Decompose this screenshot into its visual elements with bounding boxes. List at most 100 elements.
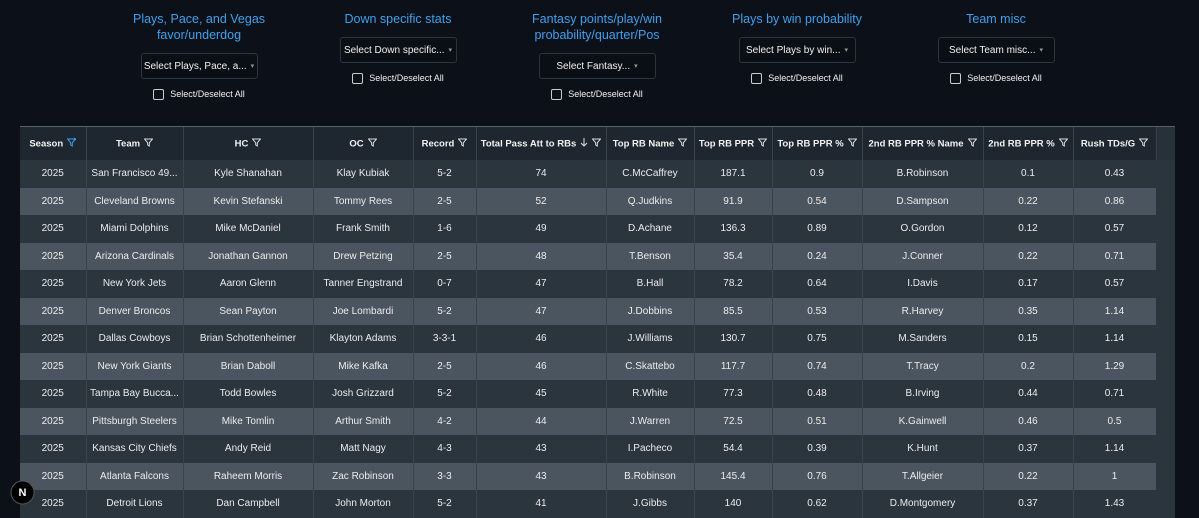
- column-title: Record: [421, 138, 455, 150]
- table-cell: Klay Kubiak: [313, 160, 414, 188]
- table-cell: B.Hall: [606, 270, 695, 298]
- select-all-checkbox[interactable]: Select/Deselect All: [751, 71, 843, 85]
- data-table: Season Team HC OC Record Total Pass Att to RB…: [20, 126, 1175, 518]
- column-title: OC: [349, 138, 364, 150]
- table-cell: M.Sanders: [862, 325, 984, 353]
- column-title: Season: [29, 138, 64, 150]
- table-cell: J.Gibbs: [606, 490, 695, 518]
- select-label: Select Plays by win...: [746, 44, 841, 56]
- filter-select[interactable]: Select Down specific... ▾: [339, 37, 457, 63]
- table-cell: T.Benson: [606, 242, 695, 270]
- table-cell: R.White: [606, 380, 695, 408]
- table-cell: Klayton Adams: [313, 325, 414, 353]
- table-cell: K.Gainwell: [862, 407, 984, 435]
- table-row: 2025 Atlanta Falcons Raheem Morris Zac Robi…: [20, 462, 1157, 490]
- table-cell: 0.86: [1073, 187, 1157, 215]
- select-caret: ▾: [448, 47, 453, 54]
- table-cell: 2025: [20, 242, 87, 270]
- checkbox[interactable]: [751, 72, 763, 84]
- filter-icon[interactable]: [966, 138, 978, 150]
- filter-title: Down specific stats: [344, 12, 452, 26]
- table-row: 2025 Tampa Bay Bucca... Todd Bowles Josh Gr…: [20, 380, 1157, 408]
- table-cell: Frank Smith: [313, 215, 414, 243]
- filter-icon[interactable]: [251, 138, 262, 150]
- column-header: Total Pass Att to RBs: [476, 127, 607, 160]
- table-cell: R.Harvey: [862, 297, 984, 325]
- table-cell: Sean Payton: [183, 297, 314, 325]
- select-all-checkbox[interactable]: Select/Deselect All: [551, 87, 643, 101]
- column-header: Top RB PPR: [694, 127, 773, 160]
- table-cell: J.Conner: [862, 242, 984, 270]
- table-cell: 0.71: [1073, 242, 1157, 270]
- table-cell: 1.14: [1073, 325, 1157, 353]
- filter-icon[interactable]: [143, 138, 154, 150]
- table-cell: 0.48: [772, 380, 863, 408]
- table-cell: 0.75: [772, 325, 863, 353]
- column-title: Top RB PPR %: [777, 138, 844, 150]
- scrollbar-track: [1156, 160, 1175, 518]
- table-cell: 145.4: [694, 462, 773, 490]
- filter-group: Plays, Pace, and Vegas favor/underdog Sel…: [99, 0, 299, 101]
- filter-select[interactable]: Select Plays by win... ▾: [738, 37, 856, 63]
- table-cell: 2025: [20, 215, 87, 243]
- table-cell: 41: [476, 490, 607, 518]
- table-cell: 0.51: [772, 407, 863, 435]
- table-row: 2025 Dallas Cowboys Brian Schottenheimer Kl…: [20, 325, 1157, 353]
- table-cell: 0.76: [772, 462, 863, 490]
- table-cell: New York Jets: [86, 270, 184, 298]
- filter-icon[interactable]: [1058, 138, 1069, 150]
- filter-group: Plays by win probability Select Plays by …: [697, 0, 897, 85]
- filter-title: Plays, Pace, and Vegas favor/underdog: [132, 12, 266, 42]
- filter-select[interactable]: Select Fantasy... ▾: [538, 53, 656, 79]
- filter-icon[interactable]: [677, 138, 688, 150]
- select-all-checkbox[interactable]: Select/Deselect All: [153, 87, 245, 101]
- table-cell: 72.5: [694, 407, 773, 435]
- table-cell: 46: [476, 325, 607, 353]
- column-header: 2nd RB PPR %: [983, 127, 1074, 160]
- table-cell: 2-5: [413, 352, 477, 380]
- filter-icon[interactable]: [591, 138, 602, 150]
- dev-badge[interactable]: N: [10, 480, 35, 505]
- checkbox[interactable]: [551, 88, 563, 100]
- filter-select[interactable]: Select Team misc... ▾: [937, 37, 1055, 63]
- filter-title: Team misc: [966, 12, 1026, 26]
- table-cell: B.Irving: [862, 380, 984, 408]
- filter-icon[interactable]: [367, 138, 378, 150]
- table-cell: C.McCaffrey: [606, 160, 695, 188]
- table-row: 2025 Arizona Cardinals Jonathan Gannon Drew…: [20, 242, 1157, 270]
- filter-select[interactable]: Select Plays, Pace, a... ▾: [140, 53, 258, 79]
- select-all-checkbox[interactable]: Select/Deselect All: [950, 71, 1042, 85]
- table-cell: Brian Schottenheimer: [183, 325, 314, 353]
- badge-circle: [10, 480, 35, 505]
- table-cell: Mike McDaniel: [183, 215, 314, 243]
- table-cell: 5-2: [413, 160, 477, 188]
- table-cell: Andy Reid: [183, 435, 314, 463]
- select-label: Select Team misc...: [948, 44, 1036, 56]
- table-cell: I.Davis: [862, 270, 984, 298]
- table-cell: 0.5: [1073, 407, 1157, 435]
- filter-icon[interactable]: [457, 138, 468, 150]
- table-cell: Dan Campbell: [183, 490, 314, 518]
- table-cell: 0.62: [772, 490, 863, 518]
- table-cell: 0.1: [983, 160, 1074, 188]
- table-cell: Josh Grizzard: [313, 380, 414, 408]
- filter-icon[interactable]: [1138, 138, 1149, 150]
- select-all-checkbox[interactable]: Select/Deselect All: [352, 71, 444, 85]
- table-cell: Brian Daboll: [183, 352, 314, 380]
- table-cell: 0.46: [983, 407, 1074, 435]
- filter-icon[interactable]: [847, 138, 858, 150]
- table-cell: 0.15: [983, 325, 1074, 353]
- sort-icon[interactable]: [580, 137, 588, 150]
- filter-icon[interactable]: [66, 137, 77, 150]
- column-header: HC: [183, 127, 314, 160]
- checkbox-label: Select/Deselect All: [170, 89, 245, 99]
- checkbox[interactable]: [153, 88, 165, 100]
- select-caret: ▾: [634, 63, 638, 70]
- checkbox[interactable]: [352, 72, 364, 84]
- checkbox[interactable]: [950, 72, 962, 84]
- select-caret: ▾: [250, 63, 255, 70]
- filter-group: Team misc Select Team misc... ▾ Select/Dese…: [896, 0, 1096, 85]
- filter-icon[interactable]: [757, 138, 768, 150]
- table-cell: Miami Dolphins: [86, 215, 184, 243]
